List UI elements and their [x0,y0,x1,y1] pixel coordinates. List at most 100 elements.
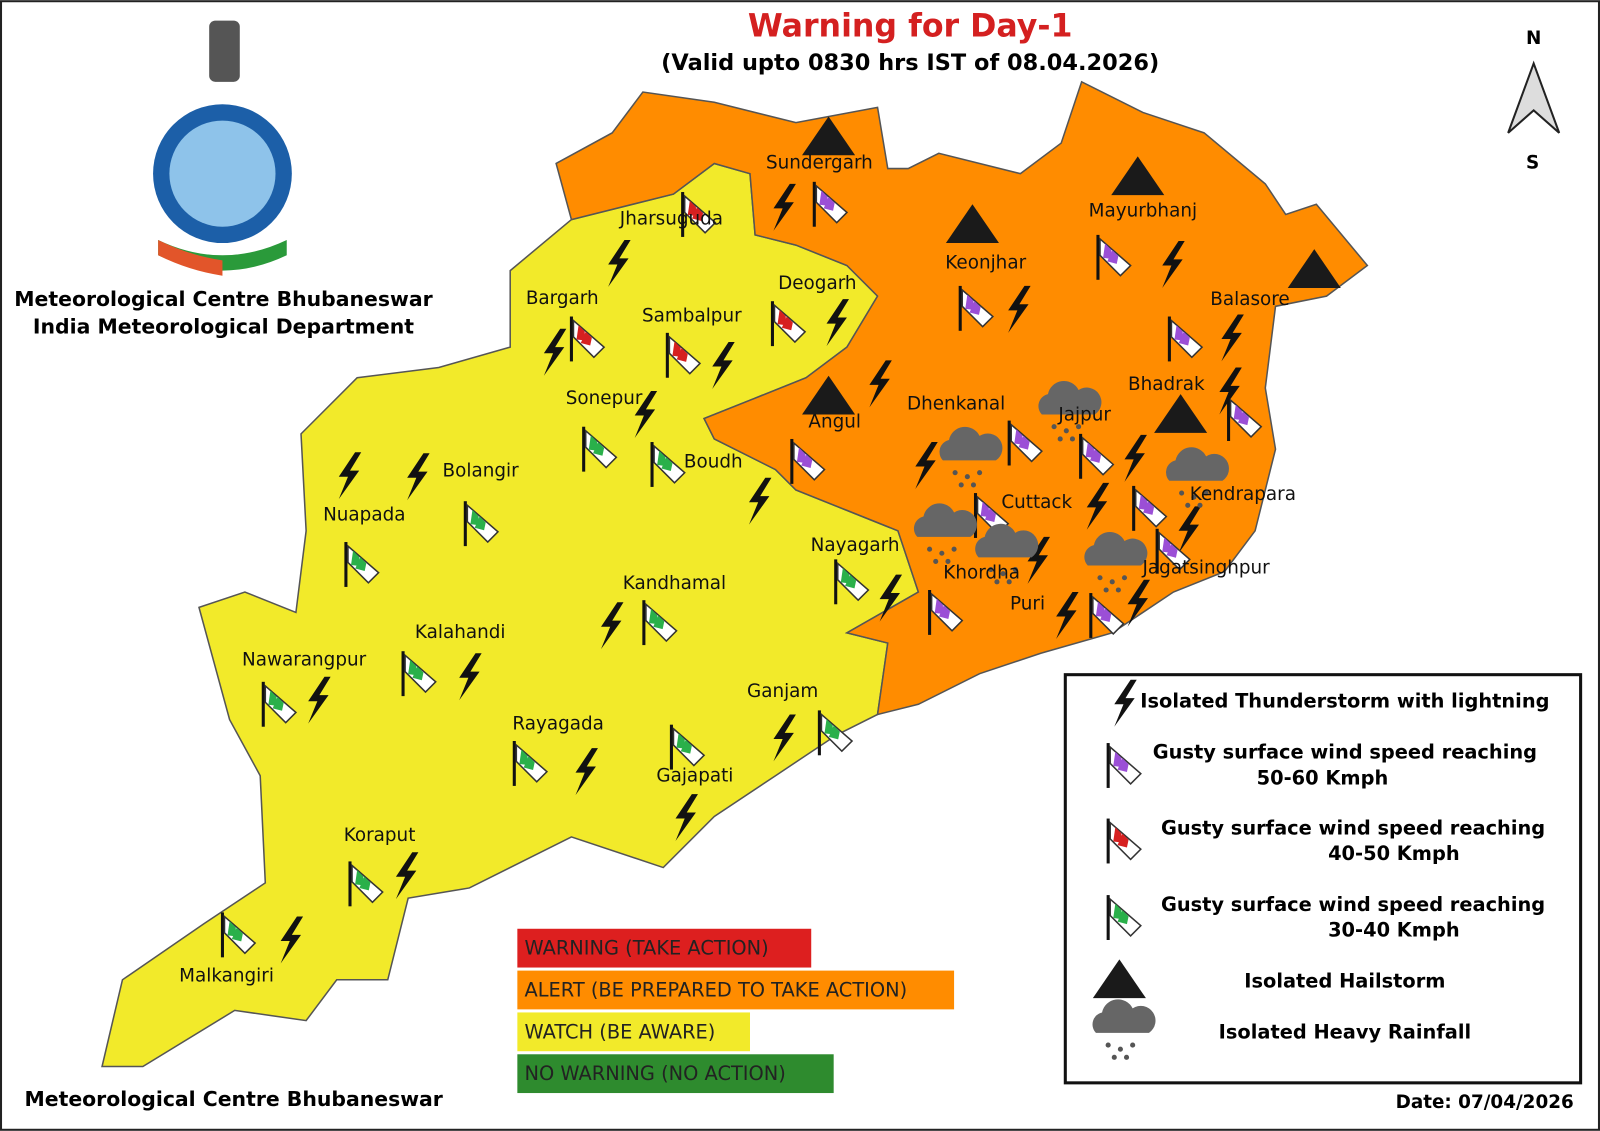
wind-icon [344,542,380,587]
wind-stripe [687,200,697,217]
rain-icon [1165,447,1229,508]
wind-stripe [653,615,665,630]
district-label: Kendrapara [1190,484,1296,505]
raindrop [964,474,970,480]
district-label: Bolangir [443,461,520,482]
legend-text: 50-60 Kmph [1257,766,1389,789]
wind-stripe [359,876,371,891]
org-name: India Meteorological Department [33,315,414,339]
raindrop [1097,575,1103,581]
wind-stripe [1162,537,1171,553]
raindrop [1000,571,1006,577]
wind-stripe [657,450,666,467]
thunderstorm-icon [675,794,698,842]
wind-stripe [648,608,658,625]
wind-icon [928,589,964,635]
district-label: Nuapada [323,504,405,525]
thunderstorm-icon [280,916,304,964]
wind-stripe [1138,494,1148,510]
wind-stripe [969,301,981,315]
wind-stripe [1113,751,1122,768]
wind-stripe [965,294,974,310]
wind-stripe [840,568,850,584]
raindrop [1109,579,1115,585]
wind-stripe [676,733,686,749]
thunderstorm-icon [608,239,631,287]
wind-stripe [1237,411,1249,426]
thunderstorm-icon [601,602,624,650]
wind-icon [812,181,849,227]
cloud [939,426,1003,461]
district-label: Bhadrak [1128,374,1205,395]
wind-icon [681,192,717,237]
district-label: Bargarh [526,288,599,309]
rain-icon [975,523,1039,585]
district-label: Sundergarh [766,152,873,173]
district-label: Dhenkanal [907,393,1005,414]
wind-stripe [272,696,284,711]
raindrop [1117,1046,1123,1052]
raindrop [1111,1054,1117,1060]
wind-icon [1106,895,1142,940]
raindrop [1006,579,1012,585]
warning-level-label: NO WARNING (NO ACTION) [524,1062,785,1085]
wind-icon [1079,433,1115,479]
wind-icon [1132,485,1168,531]
district-label: Puri [1010,593,1045,614]
cloud [1038,380,1102,415]
rain-icon [939,426,1003,488]
wind-icon [1227,396,1263,442]
district-label: Jharsuguda [619,209,723,230]
wind-icon [261,681,298,727]
wind-icon [1155,528,1191,574]
district-label: Cuttack [1001,492,1072,513]
raindrop [1130,1042,1136,1048]
wind-stripe [938,605,950,619]
wind-stripe [474,516,486,531]
wind-stripe [1103,243,1112,259]
warning-level-label: WARNING (TAKE ACTION) [524,937,768,960]
rain-icon [1084,531,1148,593]
wind-icon [512,741,549,786]
district-label: Angul [808,412,861,433]
district-label: Jajpur [1057,405,1111,426]
wind-icon [669,724,706,770]
raindrop [1076,424,1082,430]
raindrop [1063,428,1069,434]
warning-level-label: WATCH (BE AWARE) [524,1020,715,1043]
wind-stripe [1233,404,1243,421]
district-label: Nawarangpur [242,649,367,670]
wind-stripe [980,501,990,518]
warning-level-swatch [517,1012,750,1052]
subtitle: (Valid upto 0830 hrs IST of 08.04.2026) [661,50,1159,76]
district-label: Koraput [344,825,416,846]
legend-text: Isolated Thunderstorm with lightning [1140,690,1549,713]
thunderstorm-icon [869,360,892,408]
legend-text: Gusty surface wind speed reaching [1161,816,1545,839]
wind-stripe [523,756,535,770]
legend-text: Gusty surface wind speed reaching [1153,741,1537,764]
raindrop [951,546,957,552]
wind-icon [1167,316,1204,362]
wind-stripe [1174,325,1184,341]
legend-text: 30-40 Kmph [1328,918,1460,941]
wind-stripe [676,347,688,362]
wind-icon [220,912,257,958]
district-label: Mayurbhanj [1089,200,1197,221]
raindrop [1121,575,1128,581]
wind-stripe [824,719,834,735]
district-label: Khordha [943,563,1020,584]
wind-stripe [1100,608,1112,623]
wind-stripe [408,659,417,676]
thunderstorm-icon [748,477,772,525]
raindrop [1051,424,1057,430]
hail-icon [1111,156,1165,196]
title: Warning for Day-1 [748,9,1073,45]
cloud [1092,999,1156,1033]
hail-icon [1092,959,1146,999]
district-label: Kalahandi [415,622,506,643]
wind-stripe [781,316,793,331]
wind-icon [569,316,606,362]
wind-icon [790,438,826,484]
thunderstorm-icon [1027,536,1050,584]
